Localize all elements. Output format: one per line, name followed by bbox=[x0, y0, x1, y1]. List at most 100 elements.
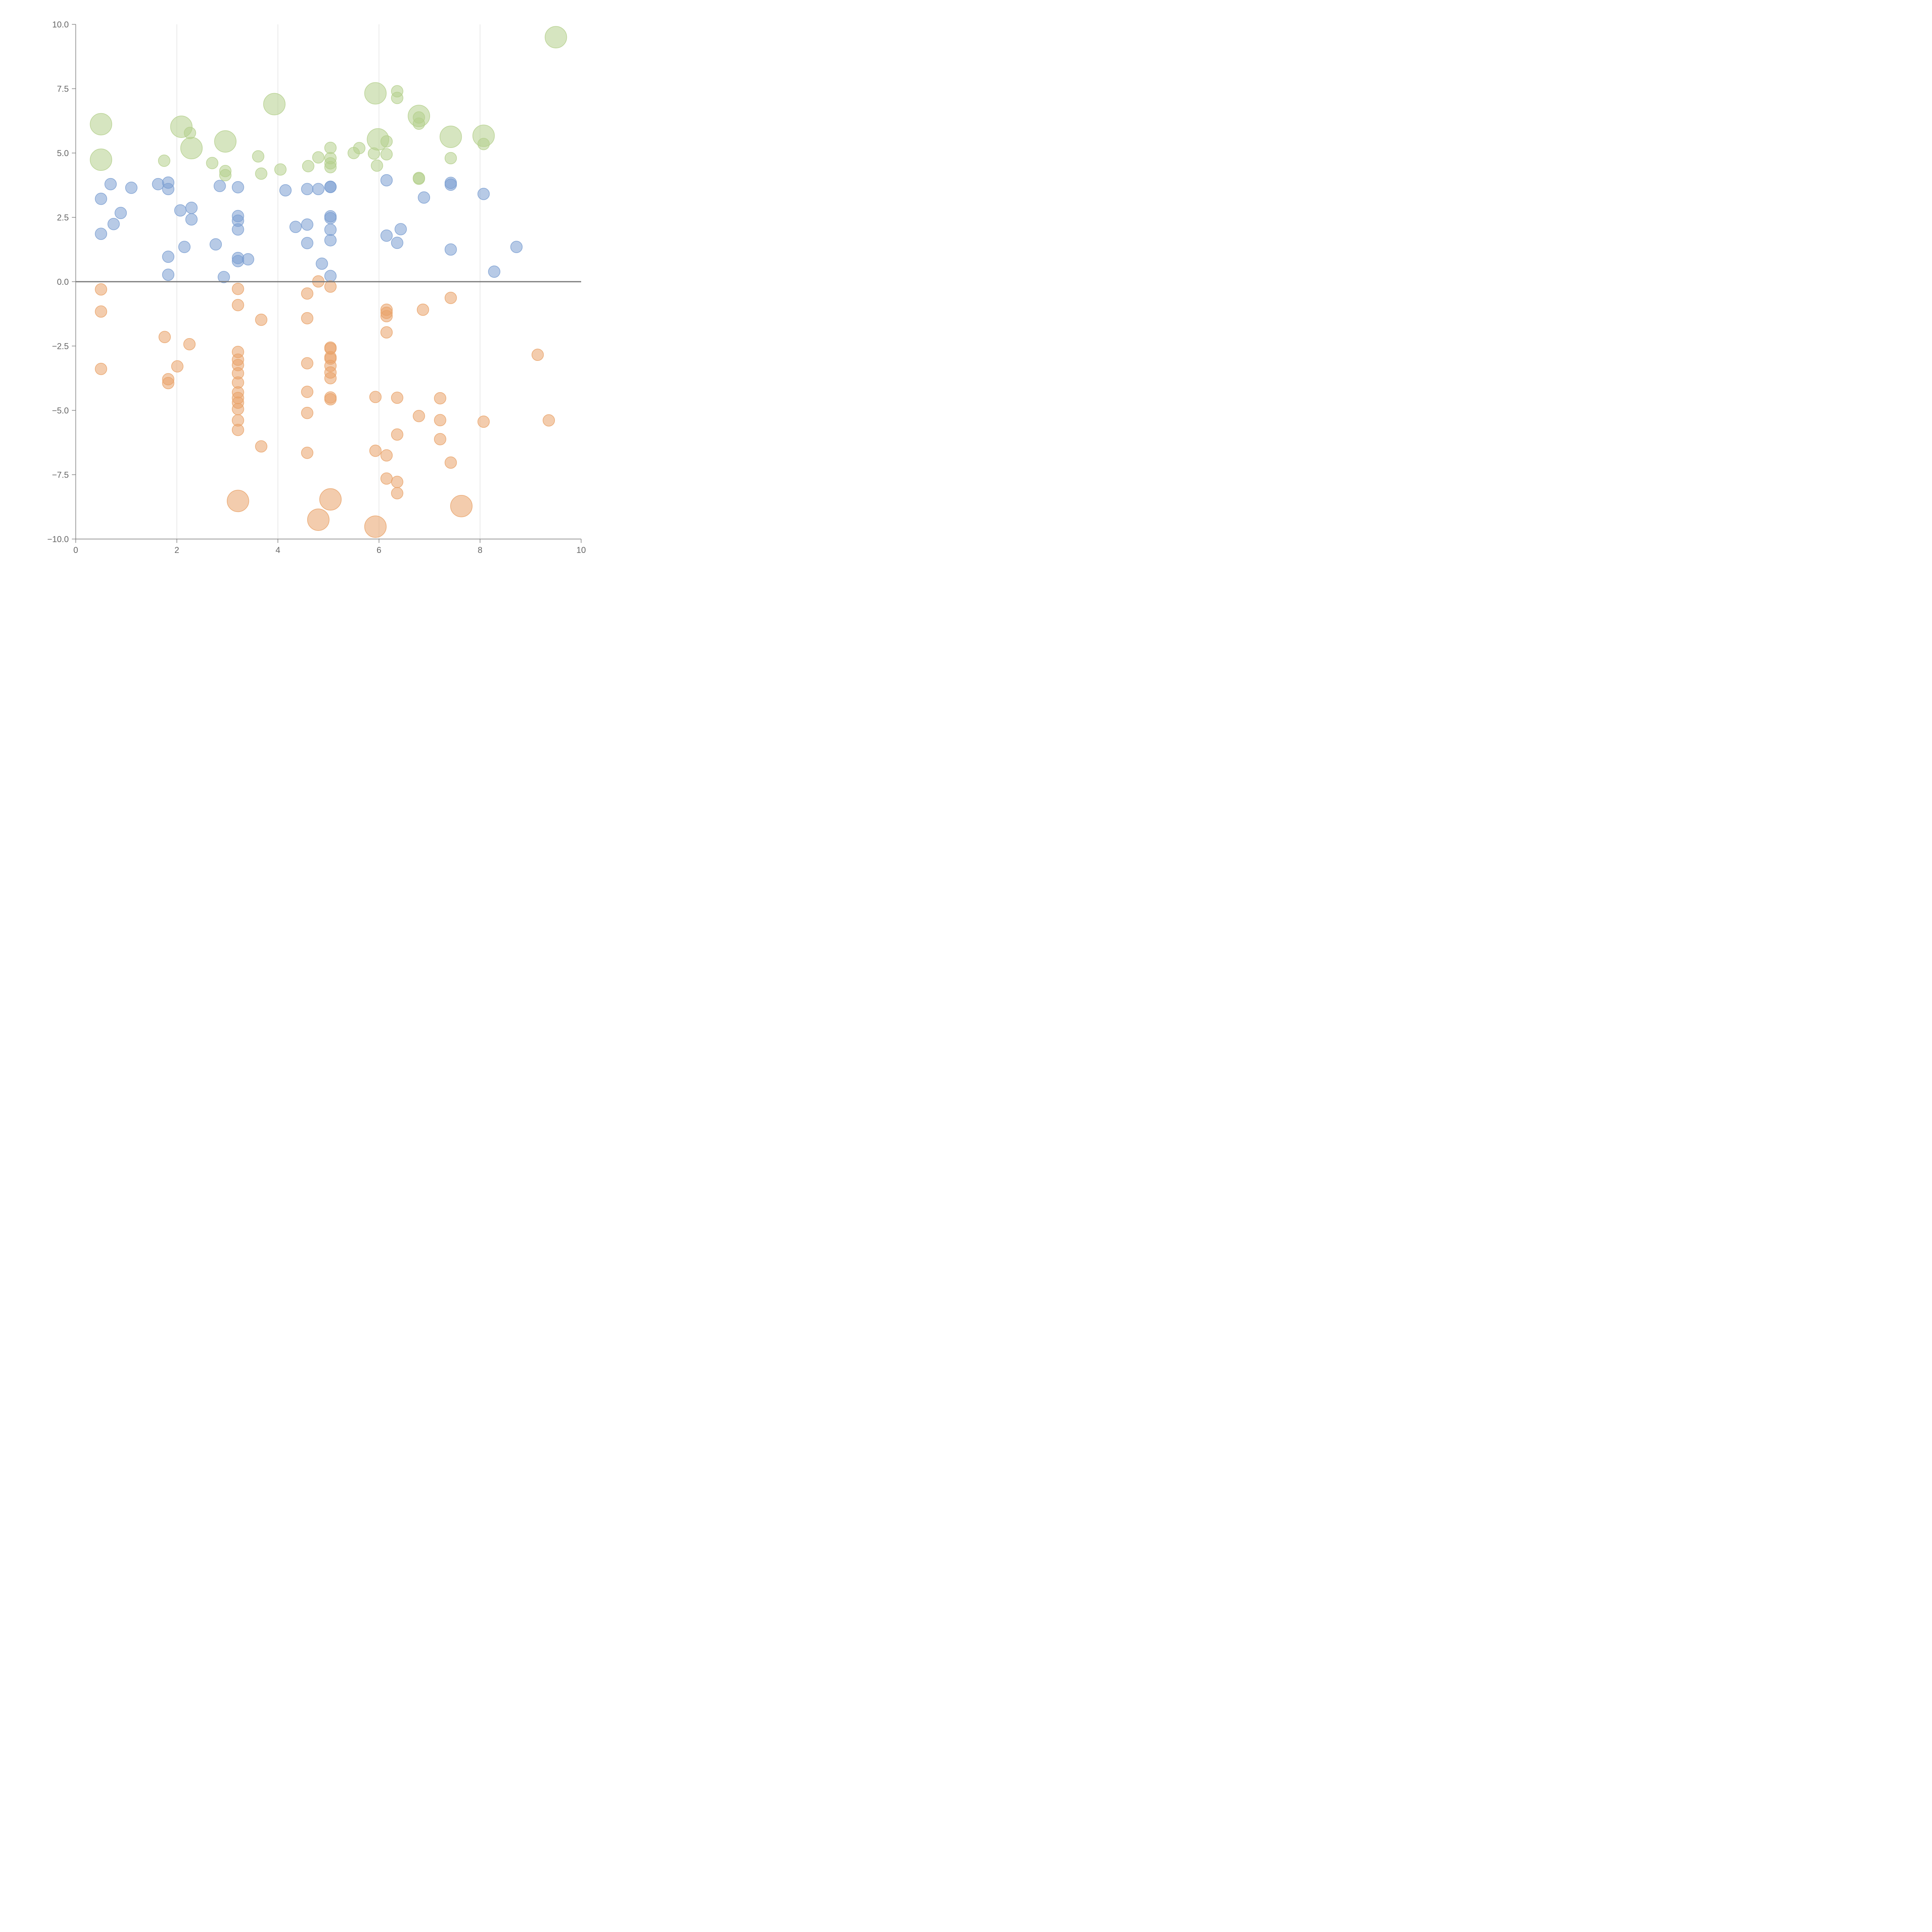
point-orange-25 bbox=[301, 357, 313, 369]
y-tick-label: −7.5 bbox=[52, 470, 69, 480]
point-orange-51 bbox=[391, 487, 403, 500]
point-green-small-25 bbox=[413, 172, 425, 185]
axes bbox=[75, 24, 581, 539]
point-orange-50 bbox=[391, 476, 403, 488]
point-green-small-4 bbox=[219, 169, 231, 182]
point-blue-17 bbox=[213, 180, 226, 192]
point-blue-45 bbox=[444, 179, 457, 191]
point-green-small-26 bbox=[444, 152, 457, 165]
point-orange-27 bbox=[301, 406, 313, 419]
point-green-small-5 bbox=[252, 150, 264, 163]
point-green-large-1 bbox=[90, 148, 112, 171]
point-green-small-15 bbox=[353, 142, 366, 155]
point-orange-large-0 bbox=[227, 490, 249, 512]
point-blue-27 bbox=[301, 183, 313, 196]
point-orange-37 bbox=[324, 372, 337, 384]
point-blue-1 bbox=[104, 178, 117, 190]
point-orange-55 bbox=[434, 414, 446, 427]
point-blue-47 bbox=[477, 188, 490, 200]
point-orange-46 bbox=[380, 449, 393, 462]
point-green-large-11 bbox=[544, 26, 567, 49]
point-blue-40 bbox=[380, 229, 393, 242]
y-tick-label: −2.5 bbox=[52, 342, 69, 351]
point-orange-3 bbox=[158, 331, 171, 343]
point-orange-9 bbox=[232, 299, 244, 311]
point-green-small-7 bbox=[274, 163, 287, 176]
y-tick-label: −10.0 bbox=[47, 534, 69, 544]
x-tick-label: 2 bbox=[174, 545, 179, 555]
point-blue-15 bbox=[209, 238, 222, 251]
y-tick-label: 0.0 bbox=[57, 277, 69, 287]
point-green-small-18 bbox=[380, 148, 393, 161]
point-orange-60 bbox=[531, 349, 544, 361]
x-tick-label: 10 bbox=[577, 545, 586, 555]
point-green-large-0 bbox=[90, 113, 112, 136]
axis-ticks: 0 2 4 6 8 10 10.0 7.5 5.0 2.5 0.0 −2.5 −5.0 −7.5 −10.0 bbox=[47, 20, 586, 555]
point-orange-57 bbox=[444, 292, 457, 304]
point-orange-39 bbox=[324, 393, 337, 406]
point-green-large-4 bbox=[214, 130, 236, 153]
point-orange-large-1 bbox=[307, 509, 330, 531]
point-orange-24 bbox=[301, 312, 313, 325]
point-blue-30 bbox=[312, 183, 325, 196]
point-orange-41 bbox=[369, 444, 382, 457]
point-green-small-0 bbox=[158, 155, 170, 167]
point-green-small-9 bbox=[312, 151, 325, 164]
scatter-chart: 0 2 4 6 8 10 10.0 7.5 5.0 2.5 0.0 −2.5 −5.0 −7.5 −10.0 bbox=[47, 20, 586, 555]
point-blue-42 bbox=[395, 223, 407, 235]
point-blue-26 bbox=[289, 221, 302, 233]
point-blue-33 bbox=[324, 180, 337, 193]
point-blue-18 bbox=[232, 181, 244, 194]
y-tick-label: −5.0 bbox=[52, 406, 69, 415]
point-blue-3 bbox=[95, 228, 107, 240]
point-orange-5 bbox=[162, 377, 175, 389]
data-points bbox=[90, 26, 567, 538]
point-green-large-2 bbox=[170, 116, 193, 138]
point-blue-37 bbox=[324, 234, 337, 247]
point-orange-44 bbox=[380, 310, 393, 323]
point-green-large-9 bbox=[439, 126, 462, 148]
point-orange-45 bbox=[380, 326, 393, 339]
point-green-small-8 bbox=[302, 160, 315, 172]
point-orange-0 bbox=[95, 283, 107, 296]
x-tick-label: 0 bbox=[73, 545, 78, 555]
x-tick-label: 4 bbox=[276, 545, 280, 555]
point-green-large-5 bbox=[263, 93, 286, 116]
point-orange-large-4 bbox=[450, 495, 473, 517]
point-orange-26 bbox=[301, 386, 313, 398]
point-blue-2 bbox=[125, 182, 138, 194]
point-blue-41 bbox=[391, 236, 403, 249]
point-orange-53 bbox=[417, 303, 429, 316]
point-orange-59 bbox=[477, 415, 490, 428]
point-orange-large-3 bbox=[364, 515, 387, 538]
point-blue-46 bbox=[444, 243, 457, 256]
point-orange-large-2 bbox=[319, 488, 342, 511]
point-blue-5 bbox=[114, 207, 127, 219]
point-orange-20 bbox=[232, 423, 244, 436]
point-orange-54 bbox=[434, 392, 446, 405]
point-blue-0 bbox=[95, 192, 107, 205]
point-blue-6 bbox=[152, 178, 165, 190]
point-orange-8 bbox=[232, 282, 244, 295]
point-blue-35 bbox=[324, 212, 337, 224]
point-orange-52 bbox=[413, 410, 425, 422]
point-blue-39 bbox=[380, 174, 393, 187]
point-blue-10 bbox=[185, 202, 198, 214]
point-blue-9 bbox=[174, 204, 187, 217]
point-orange-47 bbox=[380, 472, 393, 485]
point-blue-8 bbox=[162, 183, 175, 196]
y-tick-label: 10.0 bbox=[52, 20, 69, 29]
point-blue-49 bbox=[510, 241, 523, 253]
point-orange-61 bbox=[543, 414, 555, 427]
point-blue-14 bbox=[162, 269, 175, 281]
point-green-small-17 bbox=[371, 159, 383, 172]
point-green-large-8 bbox=[408, 105, 430, 127]
point-blue-38 bbox=[324, 270, 337, 282]
point-green-large-6 bbox=[364, 82, 387, 105]
point-orange-56 bbox=[434, 433, 446, 446]
point-orange-22 bbox=[255, 440, 267, 453]
point-orange-48 bbox=[391, 391, 403, 404]
point-blue-28 bbox=[301, 218, 313, 231]
point-blue-24 bbox=[242, 253, 254, 265]
point-orange-6 bbox=[171, 360, 184, 372]
